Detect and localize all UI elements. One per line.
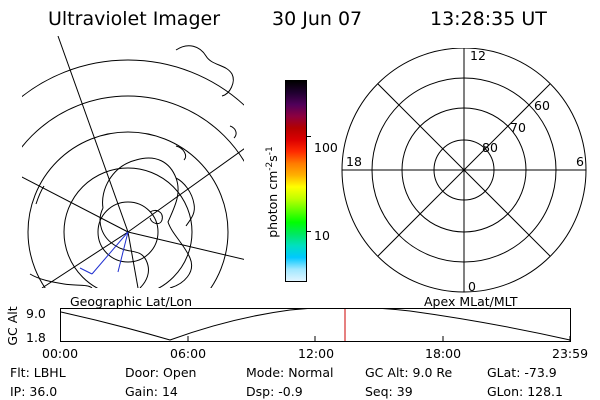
altitude-curve — [60, 308, 571, 341]
date-label: 30 Jun 07 — [272, 8, 363, 30]
status-glat: GLat: -73.9 — [487, 365, 557, 380]
coastline — [175, 45, 234, 97]
status-value: Normal — [288, 365, 334, 380]
lat-circle — [97, 201, 159, 263]
colorbar-tick — [306, 231, 311, 232]
status-mode: Mode: Normal — [246, 365, 334, 380]
viewing-line — [117, 231, 129, 273]
colorbar-tick-label: 100 — [314, 140, 338, 155]
mlt-label-0: 0 — [468, 279, 476, 294]
status-label: Seq: — [365, 384, 393, 399]
altitude-xtick: 12:00 — [298, 346, 335, 361]
status-gain: Gain: 14 — [125, 384, 178, 399]
altitude-xtick: 23:59 — [552, 346, 589, 361]
meridian-line — [127, 231, 244, 260]
status-label: Dsp: — [246, 384, 275, 399]
status-value: 14 — [161, 384, 178, 399]
colorbar-unit: photon cm-2s-1 — [265, 117, 285, 267]
lat-circle — [22, 59, 244, 106]
coastline — [175, 145, 187, 161]
lat-label-80: 80 — [482, 140, 498, 155]
altitude-ytick: 9.0 — [26, 306, 46, 321]
viewing-line — [91, 231, 129, 275]
status-label: GLat: — [487, 365, 521, 380]
status-value: Open — [163, 365, 197, 380]
coastline — [35, 185, 45, 205]
colorbar — [285, 80, 307, 282]
status-label: Flt: — [10, 365, 30, 380]
meridian-line — [127, 231, 139, 288]
altitude-xtick: 18:00 — [425, 346, 462, 361]
status-value: 39 — [396, 384, 413, 399]
status-value: LBHL — [33, 365, 66, 380]
altitude-ylabel-text: GC Alt — [5, 306, 20, 346]
status-label: GLon: — [487, 384, 524, 399]
status-value: 36.0 — [29, 384, 58, 399]
status-door: Door: Open — [125, 365, 196, 380]
coastline — [99, 157, 192, 288]
status-value: -0.9 — [278, 384, 303, 399]
status-value: 9.0 Re — [412, 365, 453, 380]
altitude-xtick: 06:00 — [170, 346, 207, 361]
status-value: 128.1 — [527, 384, 563, 399]
coastline — [229, 125, 237, 139]
altitude-plot — [60, 308, 571, 342]
unit-text: photon cm — [265, 170, 281, 238]
meridian-line — [57, 36, 129, 233]
mlt-label-18: 18 — [346, 154, 362, 169]
polar-diagonal — [377, 83, 551, 257]
lat-circle — [22, 95, 244, 163]
status-label: IP: — [10, 384, 26, 399]
unit-exponent: -2 — [265, 161, 275, 171]
mlt-label-12: 12 — [470, 48, 486, 63]
time-label: 13:28:35 UT — [430, 8, 547, 30]
colorbar-tick-label: 10 — [314, 228, 330, 243]
colorbar-fill — [286, 81, 306, 281]
lat-circle — [27, 131, 229, 288]
altitude-ytick: 1.8 — [26, 330, 46, 345]
apex-label: Apex MLat/MLT — [424, 294, 518, 309]
status-label: Door: — [125, 365, 160, 380]
viewing-line — [79, 267, 93, 275]
unit-exponent: -1 — [265, 146, 275, 156]
coastline — [175, 177, 195, 227]
lat-label-70: 70 — [510, 120, 526, 135]
instrument-title: Ultraviolet Imager — [48, 8, 221, 30]
altitude-xtick: 00:00 — [42, 346, 79, 361]
status-dsp: Dsp: -0.9 — [246, 384, 303, 399]
status-label: Gain: — [125, 384, 158, 399]
lat-label-60: 60 — [534, 98, 550, 113]
geographic-label: Geographic Lat/Lon — [70, 294, 192, 309]
altitude-ylabel: GC Alt — [5, 296, 21, 356]
unit-text: s — [265, 155, 281, 162]
meridian-line — [127, 148, 244, 233]
coastline — [29, 273, 93, 288]
status-seq: Seq: 39 — [365, 384, 413, 399]
lat-circle — [63, 167, 193, 288]
geographic-map — [22, 36, 244, 288]
meridian-line — [41, 231, 129, 288]
status-flt: Flt: LBHL — [10, 365, 66, 380]
status-glon: GLon: 128.1 — [487, 384, 563, 399]
status-ip: IP: 36.0 — [10, 384, 57, 399]
status-label: GC Alt: — [365, 365, 409, 380]
meridian-line — [22, 176, 129, 233]
status-value: -73.9 — [524, 365, 557, 380]
mlt-label-6: 6 — [576, 154, 584, 169]
status-label: Mode: — [246, 365, 285, 380]
status-gc-alt: GC Alt: 9.0 Re — [365, 365, 452, 380]
polar-plot: 12 6 0 18 80 70 60 — [341, 48, 587, 294]
colorbar-tick — [306, 136, 311, 137]
coastline — [149, 209, 163, 225]
